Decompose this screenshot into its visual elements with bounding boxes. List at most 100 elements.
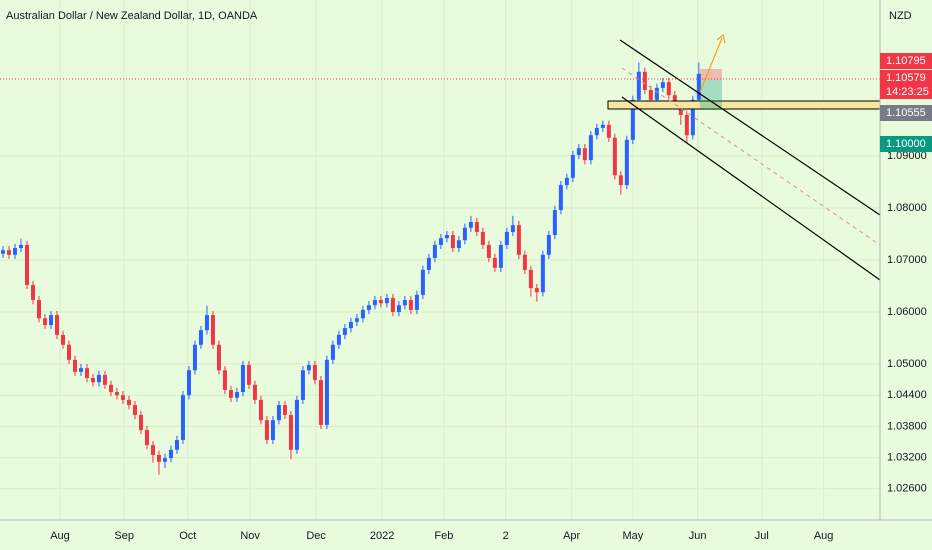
x-tick-label: Jun xyxy=(689,530,707,542)
stop-zone xyxy=(700,69,722,80)
candle-body xyxy=(468,222,473,228)
candle-body xyxy=(426,257,431,270)
x-tick-label: 2 xyxy=(503,530,509,542)
y-tick-label: 1.04400 xyxy=(887,389,927,401)
drawings xyxy=(0,33,881,281)
arrow-head xyxy=(716,33,726,44)
candle-body xyxy=(666,82,671,96)
candle-body xyxy=(186,370,191,396)
candle-body xyxy=(144,430,149,446)
arrow xyxy=(699,37,723,93)
candle-body xyxy=(576,148,581,155)
y-tick-label: 1.02600 xyxy=(887,483,927,495)
candle-body xyxy=(624,139,629,186)
candle-body xyxy=(60,334,65,345)
candle-body xyxy=(54,315,59,335)
candle-body xyxy=(246,365,251,385)
candle-body xyxy=(294,399,299,450)
candle-body xyxy=(276,405,281,421)
candle-body xyxy=(552,210,557,236)
candle-body xyxy=(462,227,467,241)
grid xyxy=(0,0,880,520)
candle-body xyxy=(438,238,443,245)
candle-body xyxy=(252,384,257,400)
channel-lower xyxy=(621,96,881,281)
x-tick-label: Aug xyxy=(814,530,834,542)
x-tick-label: Nov xyxy=(240,530,260,542)
candle-body xyxy=(120,395,125,400)
candle-body xyxy=(408,300,413,310)
candle-body xyxy=(510,225,515,232)
candle-body xyxy=(480,231,485,245)
candle-body xyxy=(72,359,77,372)
candle-body xyxy=(414,294,419,310)
candle-body xyxy=(90,378,95,383)
candle-body xyxy=(300,370,305,400)
candle-body xyxy=(288,414,293,450)
candle-body xyxy=(18,244,23,249)
candle-body xyxy=(30,284,35,301)
candle-body xyxy=(84,368,89,379)
candle-body xyxy=(78,368,83,372)
candle-body xyxy=(582,148,587,161)
candle-body xyxy=(210,315,215,345)
candle-body xyxy=(150,445,155,455)
candle-body xyxy=(564,177,569,186)
candle-body xyxy=(654,87,659,100)
candle-body xyxy=(156,455,161,462)
candle-body xyxy=(204,315,209,331)
x-tick-label: Sep xyxy=(114,530,134,542)
candle-body xyxy=(432,244,437,258)
channel-upper xyxy=(619,39,881,216)
candle-body xyxy=(6,250,11,255)
tag-box xyxy=(880,70,932,99)
y-tick-label: 1.03800 xyxy=(887,420,927,432)
candle-body xyxy=(612,137,617,176)
candle-body xyxy=(642,71,647,90)
candle-body xyxy=(108,384,113,393)
candle-body xyxy=(240,365,245,393)
candles xyxy=(0,62,701,475)
candle-body xyxy=(498,244,503,268)
candle-body xyxy=(558,185,563,211)
candle-body xyxy=(600,124,605,128)
candle-body xyxy=(258,399,263,421)
candle-body xyxy=(372,300,377,306)
x-tick-label: Aug xyxy=(50,530,70,542)
candle-body xyxy=(354,318,359,322)
candle-body xyxy=(378,300,383,304)
candle-body xyxy=(456,240,461,249)
candle-body xyxy=(390,297,395,312)
tag-box xyxy=(880,105,932,121)
candle-body xyxy=(342,328,347,335)
candle-body xyxy=(618,175,623,186)
candle-body xyxy=(696,73,701,100)
candle-body xyxy=(228,390,233,398)
candle-body xyxy=(546,235,551,255)
x-tick-label: Oct xyxy=(179,530,196,542)
candle-body xyxy=(324,359,329,425)
candle-body xyxy=(570,154,575,178)
candle-body xyxy=(516,225,521,255)
candle-body xyxy=(114,392,119,396)
candle-body xyxy=(534,288,539,293)
candle-body xyxy=(132,405,137,415)
price-tag: 1.10555 xyxy=(886,107,926,119)
candle-body xyxy=(396,305,401,312)
price-tag: 1.10579 xyxy=(886,72,926,84)
candle-body xyxy=(594,127,599,136)
y-tick-label: 1.05000 xyxy=(887,358,927,370)
candle-body xyxy=(168,449,173,459)
candle-body xyxy=(444,235,449,239)
y-axis-label: NZD xyxy=(889,10,912,22)
candle-body xyxy=(366,305,371,310)
axes: 1.02600 1.03200 1.03800 1.04400 1.05000 1.060… xyxy=(50,150,927,542)
candle-body xyxy=(330,344,335,360)
candle-body xyxy=(672,95,677,106)
candle-body xyxy=(192,344,197,371)
x-tick-label: Dec xyxy=(306,530,326,542)
candle-body xyxy=(660,82,665,88)
x-tick-label: Feb xyxy=(434,530,453,542)
candle-body xyxy=(528,269,533,289)
